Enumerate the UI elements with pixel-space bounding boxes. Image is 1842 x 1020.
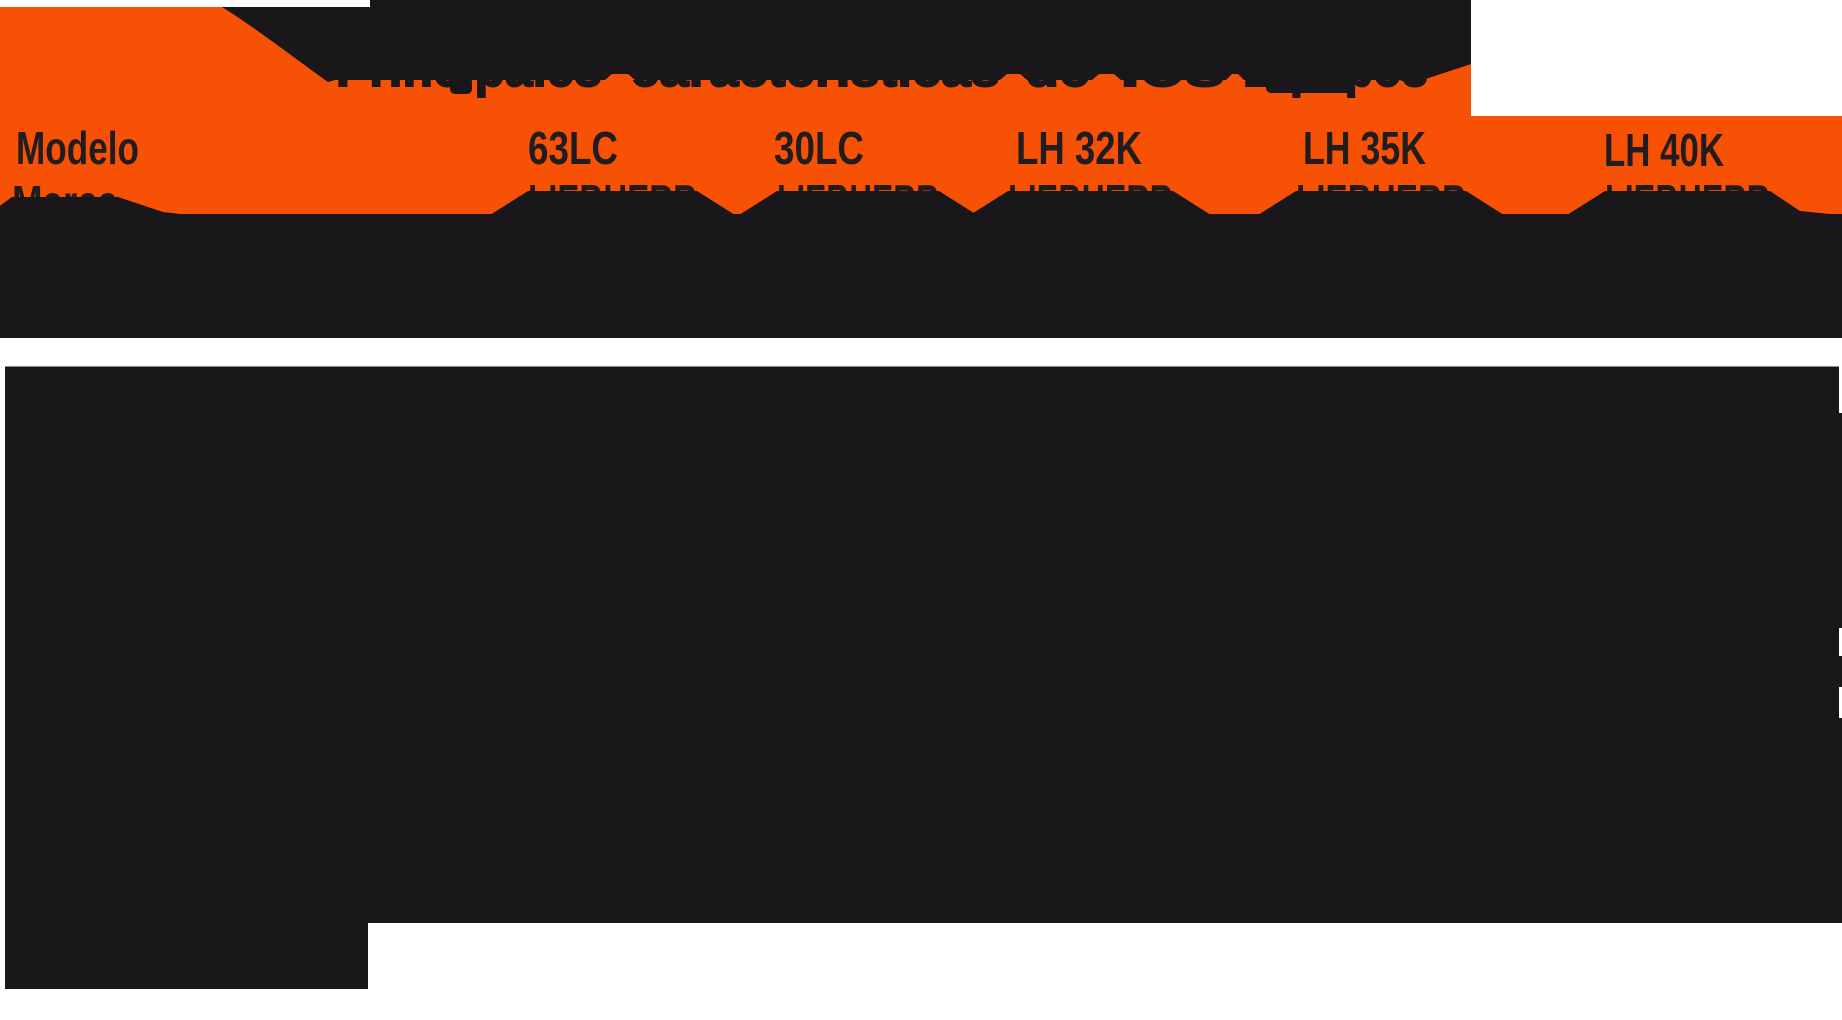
- svg-text:LH 40K: LH 40K: [1604, 124, 1724, 176]
- svg-text:63LC: 63LC: [528, 122, 618, 174]
- svg-text:LH 35K: LH 35K: [1303, 122, 1426, 174]
- svg-text:30LC: 30LC: [774, 122, 864, 174]
- svg-text:LH 32K: LH 32K: [1016, 122, 1142, 174]
- svg-text:Modelo: Modelo: [16, 122, 139, 174]
